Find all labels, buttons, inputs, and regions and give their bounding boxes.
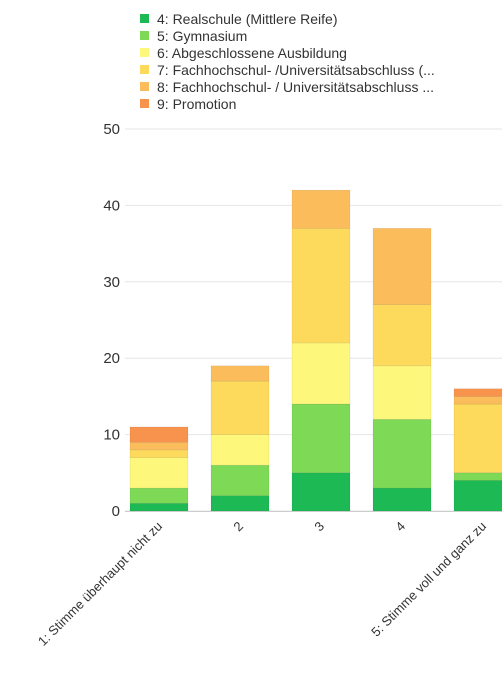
- legend-label: 5: Gymnasium: [157, 27, 248, 44]
- legend-item[interactable]: 5: Gymnasium: [140, 27, 435, 44]
- bar-segment: [210, 380, 270, 435]
- bar-segment: [291, 189, 351, 229]
- legend-swatch: [140, 65, 149, 74]
- bar-segment: [372, 365, 432, 420]
- legend-item[interactable]: 6: Abgeschlossene Ausbildung: [140, 44, 435, 61]
- bar-segment: [291, 472, 351, 512]
- legend-item[interactable]: 9: Promotion: [140, 95, 435, 112]
- y-tick-label: 20: [103, 350, 120, 367]
- bar-segment: [453, 396, 502, 405]
- bar-segment: [291, 403, 351, 474]
- chart-legend: 4: Realschule (Mittlere Reife) 5: Gymnas…: [140, 10, 435, 112]
- bar-segment: [453, 480, 502, 512]
- bar-segment: [291, 342, 351, 405]
- legend-item[interactable]: 4: Realschule (Mittlere Reife): [140, 10, 435, 27]
- bar-segment: [372, 419, 432, 489]
- x-tick-label: 3: [311, 519, 327, 535]
- legend-swatch: [140, 48, 149, 57]
- bar-segment: [453, 403, 502, 474]
- bar-segment: [291, 228, 351, 344]
- legend-item[interactable]: 8: Fachhochschul- / Universitätsabschlus…: [140, 78, 435, 95]
- y-tick-label: 10: [103, 427, 120, 444]
- bar-segment: [372, 304, 432, 367]
- bar-segment: [372, 228, 432, 305]
- y-tick-label: 40: [103, 197, 120, 214]
- bar-segment: [210, 495, 270, 512]
- bar-segment: [210, 464, 270, 496]
- legend-label: 4: Realschule (Mittlere Reife): [157, 10, 338, 27]
- legend-label: 8: Fachhochschul- / Universitätsabschlus…: [157, 78, 435, 95]
- legend-swatch: [140, 82, 149, 91]
- legend-item[interactable]: 7: Fachhochschul- /Universitätsabschluss…: [140, 61, 435, 78]
- y-tick-label: 0: [112, 503, 120, 520]
- legend-swatch: [140, 14, 149, 23]
- legend-swatch: [140, 31, 149, 40]
- y-tick-label: 50: [103, 121, 120, 138]
- bar-segment: [129, 449, 189, 458]
- legend-label: 7: Fachhochschul- /Universitätsabschluss…: [157, 61, 435, 78]
- bar-segment: [453, 388, 502, 397]
- x-tick-label: 5: Stimme voll und ganz zu: [368, 519, 489, 640]
- legend-label: 9: Promotion: [157, 95, 237, 112]
- y-tick-label: 30: [103, 274, 120, 291]
- bar-segment: [129, 503, 189, 512]
- x-tick-label: 1: Stimme überhaupt nicht zu: [35, 519, 165, 649]
- bar-segment: [372, 487, 432, 512]
- bar-segment: [210, 434, 270, 466]
- bar-segment: [129, 457, 189, 489]
- bar-segment: [129, 487, 189, 504]
- legend-label: 6: Abgeschlossene Ausbildung: [157, 44, 347, 61]
- bar-segment: [129, 426, 189, 443]
- x-tick-label: 4: [392, 519, 408, 535]
- bar-segment: [210, 365, 270, 382]
- legend-swatch: [140, 99, 149, 108]
- bar-segment: [453, 472, 502, 481]
- bar-segment: [129, 441, 189, 451]
- x-tick-label: 2: [230, 519, 246, 535]
